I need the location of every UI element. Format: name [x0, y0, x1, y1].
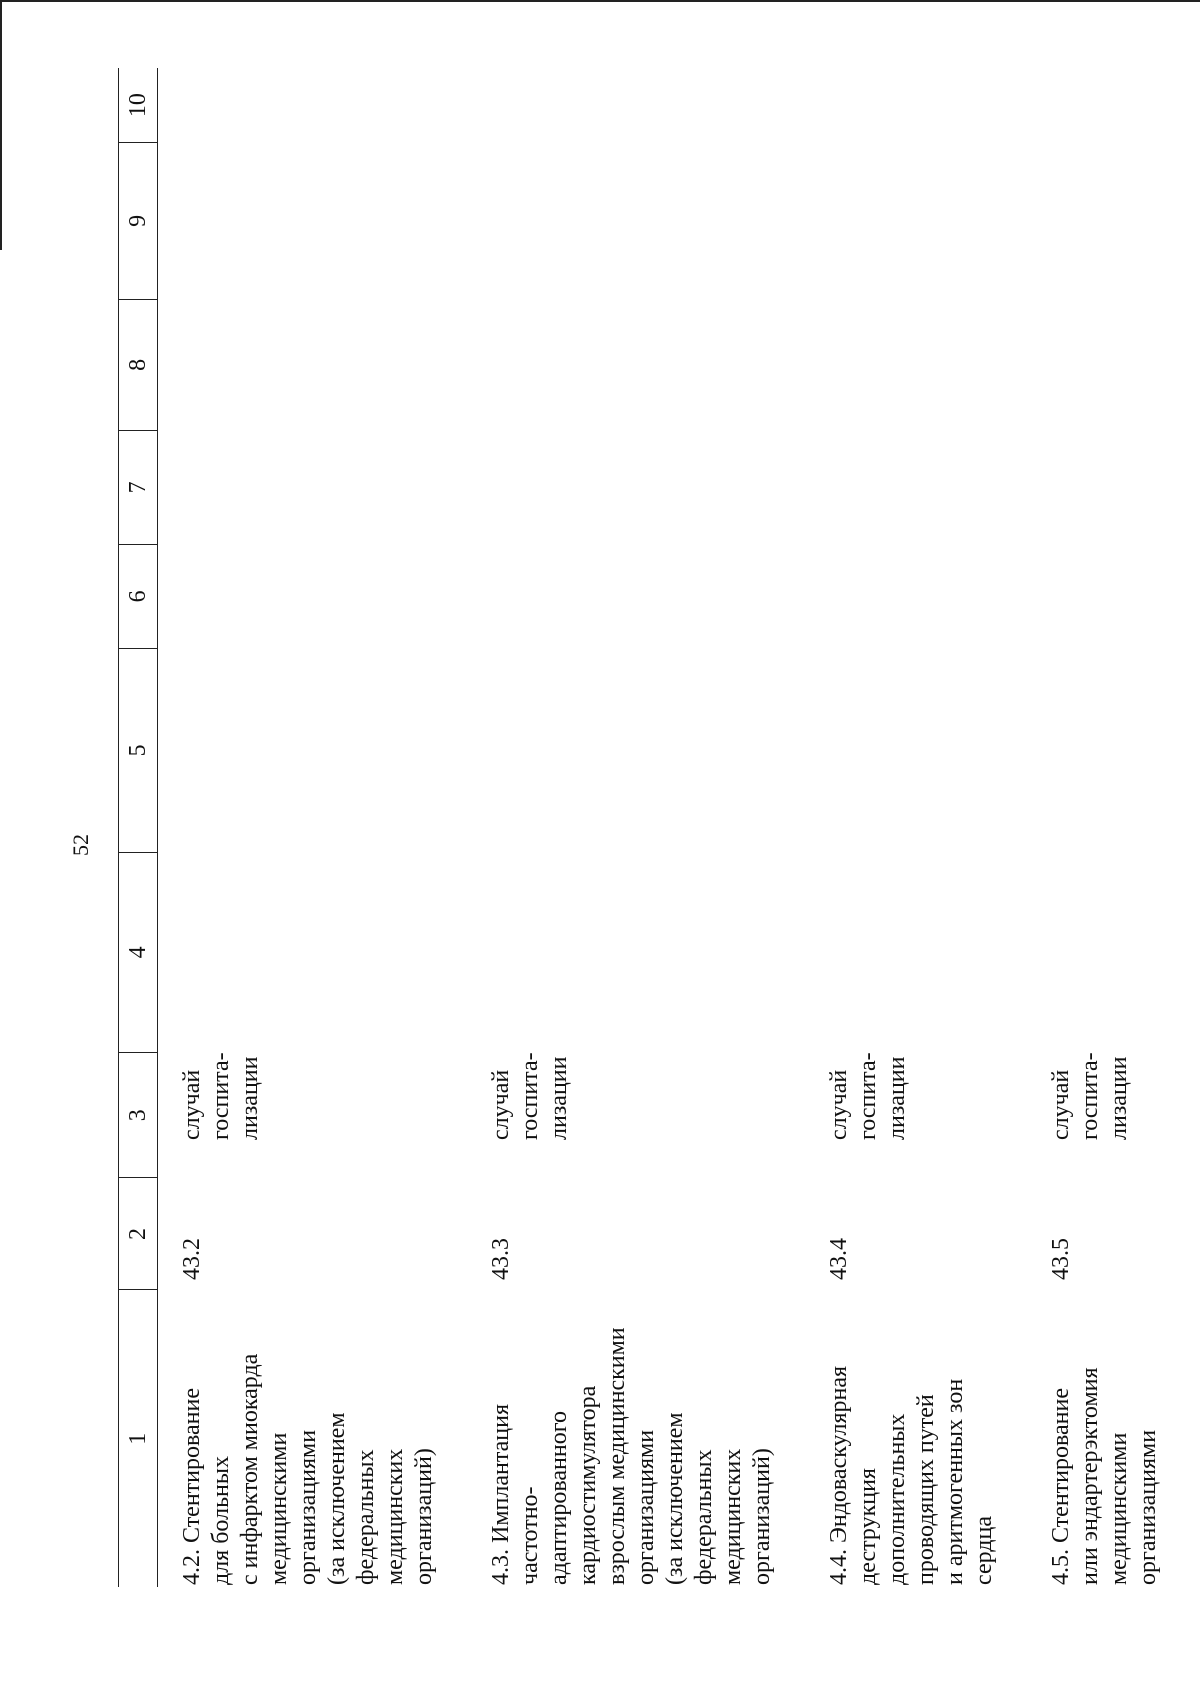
- empty-cell: [158, 142, 468, 299]
- empty-cell: [158, 299, 468, 430]
- service-name-cell: 4.2. Стентирование для больных с инфарктом…: [179, 1353, 437, 1585]
- empty-cell: [467, 544, 805, 648]
- service-name-cell: 4.4. Эндоваскулярная деструкция дополнител…: [826, 1365, 997, 1585]
- empty-cell: [158, 852, 468, 1052]
- code-cell: 43.4: [826, 1238, 852, 1280]
- column-header: 5: [118, 648, 158, 853]
- empty-cell: [805, 544, 1027, 648]
- column-header: 7: [118, 430, 158, 545]
- empty-cell: [805, 299, 1027, 430]
- table-row: 4.2. Стентирование для больных с инфарктом…: [158, 68, 468, 1587]
- empty-cell: [158, 544, 468, 648]
- scan-edge-left: [0, 0, 2, 250]
- table-header-row: 1 2 3 4 5 6 7 8 9 10: [118, 68, 158, 1587]
- empty-cell: [1027, 68, 1191, 142]
- table-row: 4.5. Стентирование или эндартерэктомия мед…: [1027, 68, 1191, 1587]
- empty-cell: [467, 68, 805, 142]
- empty-cell: [1027, 299, 1191, 430]
- empty-cell: [467, 299, 805, 430]
- column-header: 4: [118, 852, 158, 1053]
- column-header: 9: [118, 142, 158, 300]
- empty-cell: [467, 648, 805, 852]
- unit-cell: случай госпита-лизации: [1048, 1052, 1132, 1140]
- empty-cell: [805, 852, 1027, 1052]
- column-header: 10: [118, 68, 158, 143]
- table-row: 4.4. Эндоваскулярная деструкция дополнител…: [805, 68, 1027, 1587]
- empty-cell: [1027, 142, 1191, 299]
- unit-cell: случай госпита-лизации: [488, 1052, 572, 1140]
- code-cell: 43.3: [488, 1238, 514, 1280]
- column-header: 6: [118, 544, 158, 649]
- empty-cell: [467, 430, 805, 544]
- unit-cell: случай госпита-лизации: [179, 1052, 263, 1140]
- page-number: 52: [68, 834, 93, 856]
- column-header: 8: [118, 299, 158, 431]
- empty-cell: [1027, 852, 1191, 1052]
- empty-cell: [158, 68, 468, 142]
- empty-cell: [158, 430, 468, 544]
- empty-cell: [805, 142, 1027, 299]
- column-header: 1: [118, 1290, 158, 1587]
- empty-cell: [805, 68, 1027, 142]
- scan-edge-top: [0, 0, 1200, 2]
- document-table: 1 2 3 4 5 6 7 8 9 10 4.2. Стентирование д…: [118, 68, 1191, 1587]
- empty-cell: [467, 852, 805, 1052]
- table-row: 4.3. Имплантация частотно-адаптированного…: [467, 68, 805, 1587]
- empty-cell: [1027, 544, 1191, 648]
- service-name-cell: 4.3. Имплантация частотно-адаптированного…: [488, 1327, 775, 1585]
- empty-cell: [1027, 648, 1191, 852]
- unit-cell: случай госпита-лизации: [826, 1052, 910, 1140]
- column-header: 2: [118, 1178, 158, 1290]
- empty-cell: [1027, 430, 1191, 544]
- empty-cell: [805, 648, 1027, 852]
- empty-cell: [805, 430, 1027, 544]
- empty-cell: [158, 648, 468, 852]
- code-cell: 43.5: [1048, 1238, 1074, 1280]
- code-cell: 43.2: [179, 1238, 205, 1280]
- empty-cell: [467, 142, 805, 299]
- service-name-cell: 4.5. Стентирование или эндартерэктомия мед…: [1048, 1367, 1161, 1585]
- column-header: 3: [118, 1052, 158, 1178]
